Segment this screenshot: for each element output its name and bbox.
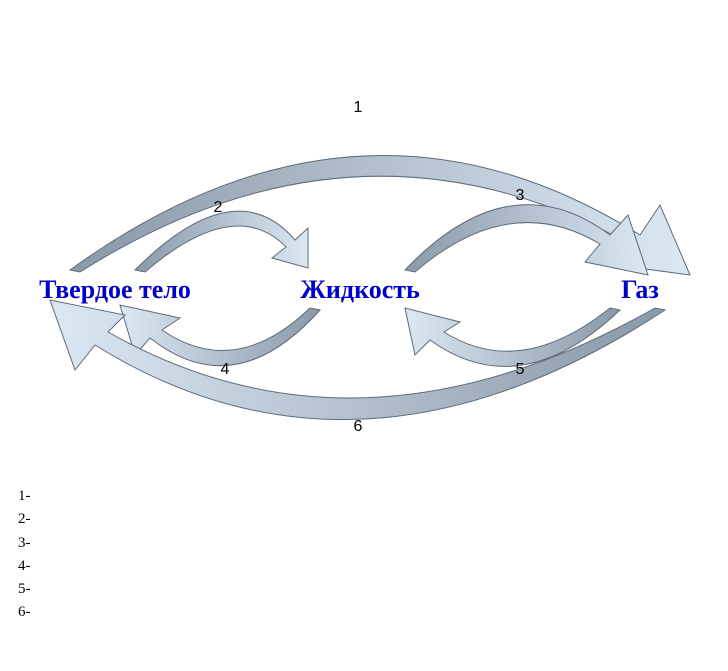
legend-item: 1- xyxy=(18,485,31,508)
edge-3-arrow xyxy=(405,205,648,275)
edge-5-label: 5 xyxy=(516,361,525,379)
phase-diagram-svg xyxy=(0,0,728,671)
edge-3-label: 3 xyxy=(516,187,525,205)
node-solid-label: Твердое тело xyxy=(39,275,191,305)
edge-4-label: 4 xyxy=(221,361,230,379)
legend-list: 1- 2- 3- 4- 5- 6- xyxy=(18,485,31,625)
edge-6-label: 6 xyxy=(354,418,363,436)
node-liquid-label: Жидкость xyxy=(300,275,420,305)
edge-2-label: 2 xyxy=(214,199,223,217)
legend-item: 2- xyxy=(18,508,31,531)
legend-item: 6- xyxy=(18,601,31,624)
edge-1-label: 1 xyxy=(354,99,363,117)
legend-item: 3- xyxy=(18,532,31,555)
legend-item: 4- xyxy=(18,555,31,578)
node-gas-label: Газ xyxy=(621,275,659,305)
diagram-stage: Твердое тело Жидкость Газ 1 2 3 4 5 6 1-… xyxy=(0,0,728,671)
legend-item: 5- xyxy=(18,578,31,601)
edge-5-arrow xyxy=(405,308,620,366)
